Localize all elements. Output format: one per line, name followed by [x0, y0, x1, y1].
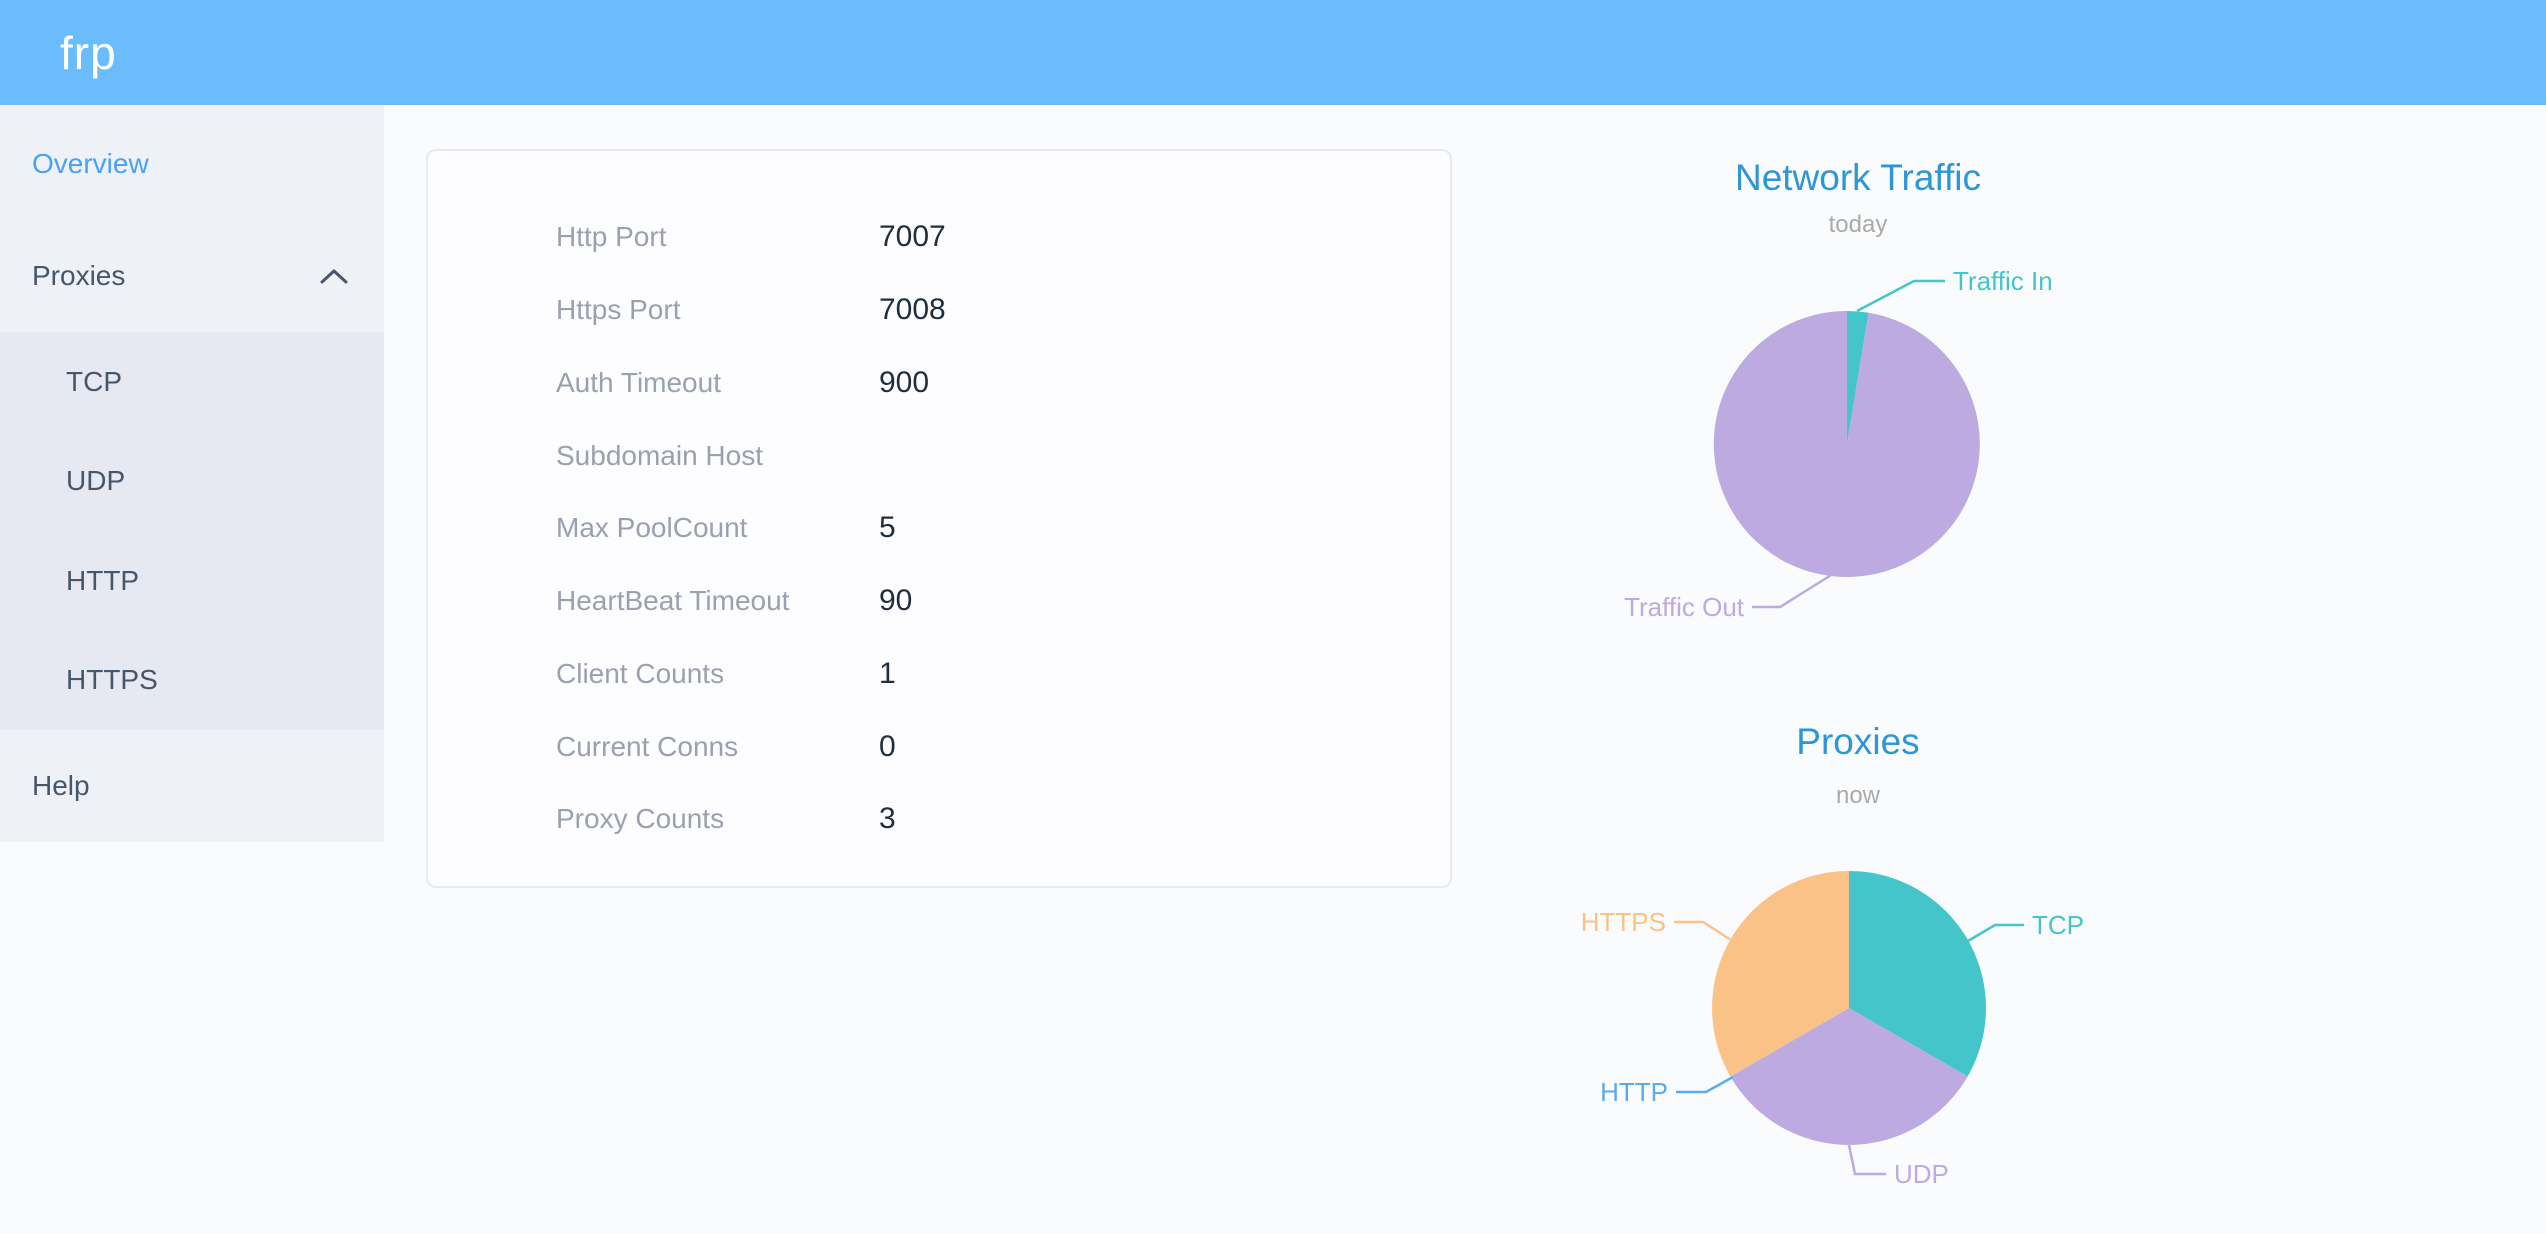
- info-label: Auth Timeout: [556, 366, 721, 398]
- info-row-current-conns: Current Conns 0: [428, 710, 1450, 783]
- info-row-https-port: Https Port 7008: [428, 274, 1450, 347]
- sidebar-item-label: Proxies: [32, 260, 126, 291]
- info-value: 5: [879, 511, 896, 545]
- info-row-proxy-counts: Proxy Counts 3: [428, 783, 1450, 856]
- sidebar-item-overview[interactable]: Overview: [0, 108, 384, 220]
- info-label: Subdomain Host: [556, 439, 764, 471]
- sidebar-item-help[interactable]: Help: [0, 730, 384, 842]
- info-label: Max PoolCount: [556, 512, 748, 544]
- pie-label-udp: UDP: [1894, 1159, 1949, 1189]
- pie-label-leader-tcp: [1967, 923, 2024, 943]
- info-row-client-counts: Client Counts 1: [428, 638, 1450, 711]
- network-traffic-chart-title: Network Traffic: [1734, 157, 1982, 198]
- network-traffic-chart-subtitle: today: [1828, 211, 1888, 238]
- info-value: 7007: [879, 220, 946, 254]
- sidebar-nav: Overview Proxies TCP UDP HTTP HTTPS Help: [0, 105, 384, 842]
- info-value: 3: [879, 802, 896, 836]
- sidebar-item-udp[interactable]: UDP: [0, 432, 384, 532]
- proxies-submenu: TCP UDP HTTP HTTPS: [0, 332, 384, 730]
- sidebar-item-label: Help: [32, 770, 90, 801]
- info-label: Proxy Counts: [556, 803, 725, 835]
- info-value: 90: [879, 584, 913, 618]
- pie-slice-https[interactable]: [1712, 871, 1849, 1077]
- sidebar-item-tcp[interactable]: TCP: [0, 332, 384, 432]
- pie-label-traffic-out: Traffic Out: [1624, 592, 1745, 622]
- pie-label-leader-traffic-in: [1856, 279, 1945, 313]
- sidebar-item-label: HTTPS: [66, 664, 158, 696]
- sidebar-item-https[interactable]: HTTPS: [0, 631, 384, 731]
- pie-label-tcp: TCP: [2032, 910, 2084, 940]
- info-label: Https Port: [556, 294, 681, 326]
- server-info-rows: Http Port 7007 Https Port 7008 Auth Time…: [428, 151, 1450, 856]
- info-value: 0: [879, 729, 896, 763]
- proxies-chart-subtitle: now: [1835, 782, 1881, 809]
- pie-slice-tcp[interactable]: [1849, 871, 1986, 1077]
- info-label: Http Port: [556, 221, 667, 253]
- app-header: frp: [0, 0, 2546, 105]
- pie-label-leader-https: [1674, 920, 1732, 942]
- server-info-card: Http Port 7007 Https Port 7008 Auth Time…: [426, 149, 1452, 888]
- chevron-up-icon: [320, 269, 348, 284]
- pie-slice-traffic-in[interactable]: [1847, 311, 1869, 444]
- sidebar-item-label: UDP: [66, 465, 126, 497]
- info-row-heartbeat-timeout: HeartBeat Timeout 90: [428, 565, 1450, 638]
- pie-label-https: HTTPS: [1581, 907, 1666, 937]
- sidebar-item-http[interactable]: HTTP: [0, 531, 384, 631]
- sidebar-item-label: Overview: [32, 148, 149, 179]
- pie-label-leader-http: [1676, 1075, 1734, 1094]
- pie-label-traffic-in: Traffic In: [1953, 266, 2053, 296]
- info-row-http-port: Http Port 7007: [428, 201, 1450, 274]
- info-label: Client Counts: [556, 657, 725, 689]
- info-value: 7008: [879, 293, 946, 327]
- info-label: Current Conns: [556, 730, 739, 762]
- info-label: HeartBeat Timeout: [556, 585, 790, 617]
- proxies-chart-title: Proxies: [1796, 721, 1920, 762]
- sidebar-item-label: TCP: [66, 365, 122, 397]
- pie-slice-udp[interactable]: [1730, 1008, 1968, 1145]
- info-row-max-poolcount: Max PoolCount 5: [428, 492, 1450, 565]
- info-row-auth-timeout: Auth Timeout 900: [428, 347, 1450, 420]
- info-value: 900: [879, 365, 930, 399]
- pie-slice-traffic-out[interactable]: [1713, 310, 1980, 577]
- sidebar-item-proxies[interactable]: Proxies: [0, 220, 384, 332]
- pie-label-leader-traffic-out: [1752, 570, 1837, 609]
- info-row-subdomain-host: Subdomain Host: [428, 419, 1450, 492]
- pie-label-leader-udp: [1847, 1144, 1886, 1176]
- pie-label-http: HTTP: [1600, 1077, 1668, 1107]
- app-logo: frp: [60, 26, 117, 79]
- info-value: 1: [879, 656, 896, 690]
- sidebar-item-label: HTTP: [66, 564, 140, 596]
